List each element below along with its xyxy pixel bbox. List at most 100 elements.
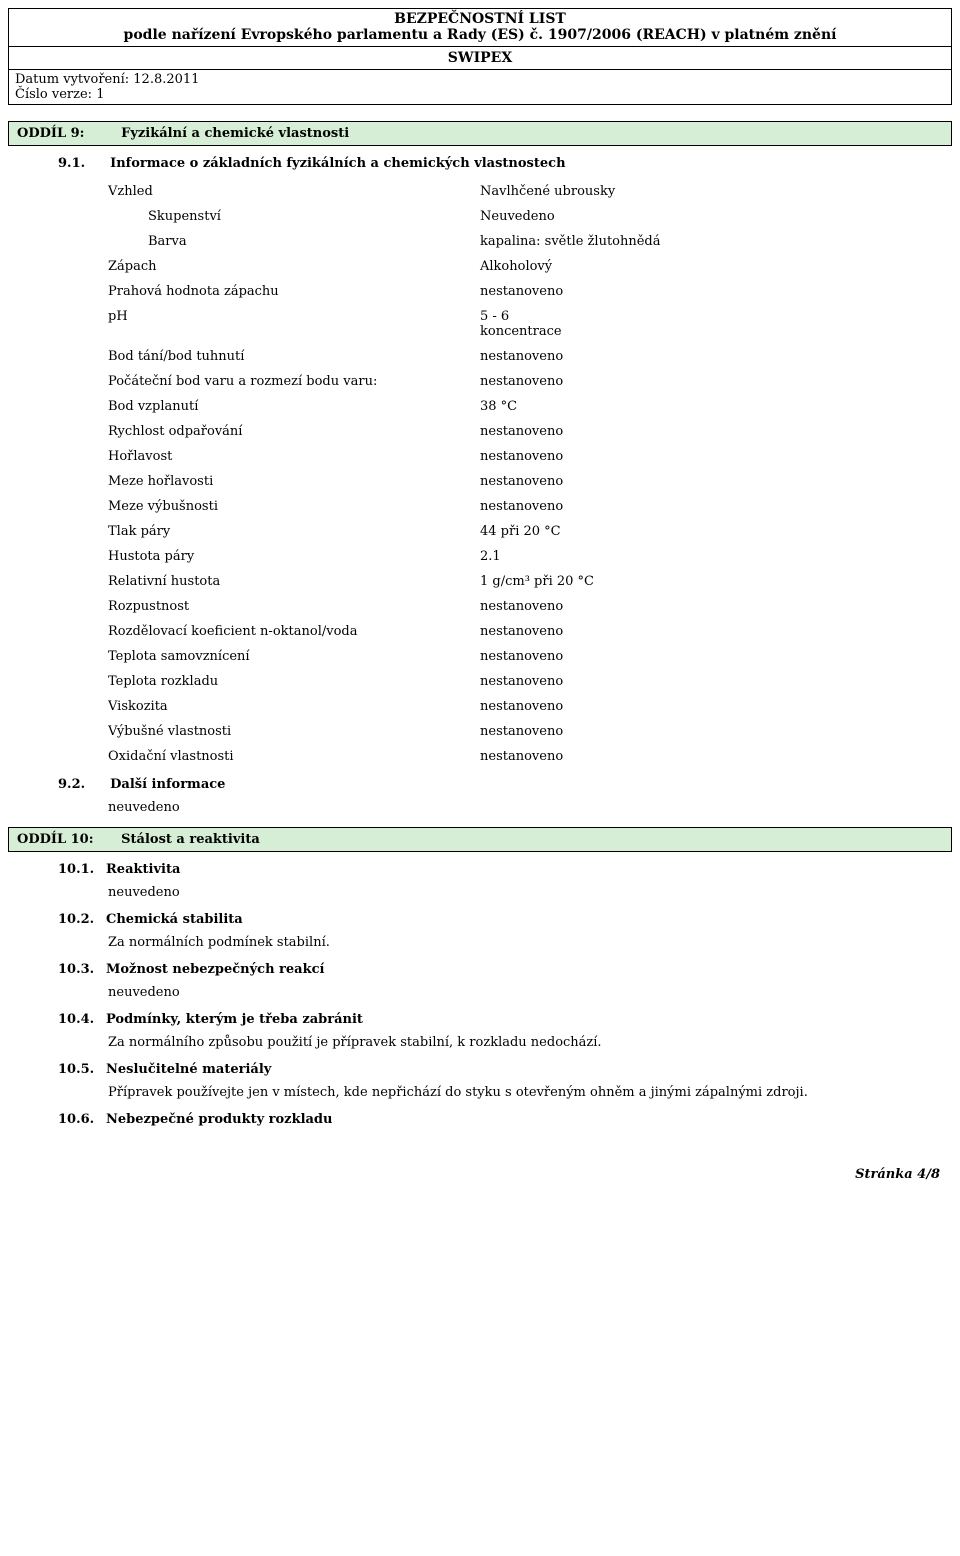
section-10-sub-body: Za normálních podmínek stabilní. <box>108 935 952 950</box>
property-key: Bod vzplanutí <box>8 399 480 414</box>
section-10-sub-num: 10.6. <box>58 1112 106 1127</box>
property-row: Bod tání/bod tuhnutínestanoveno <box>8 344 952 369</box>
property-key: Barva <box>8 234 480 249</box>
property-row: Meze výbušnostinestanoveno <box>8 494 952 519</box>
section-10-sub-row: 10.1.Reaktivita <box>58 862 952 877</box>
property-row: Rychlost odpařovánínestanoveno <box>8 419 952 444</box>
property-key: Meze hořlavosti <box>8 474 480 489</box>
section-10-header: ODDÍL 10: Stálost a reaktivita <box>8 827 952 852</box>
property-value: nestanoveno <box>480 724 952 739</box>
property-row: Viskozitanestanoveno <box>8 694 952 719</box>
property-row: pH5 - 6 koncentrace <box>8 304 952 344</box>
property-value: Navlhčené ubrousky <box>480 184 952 199</box>
section-10-sub-label: Reaktivita <box>106 862 180 877</box>
property-key: Skupenství <box>8 209 480 224</box>
section-10-sub-body: neuvedeno <box>108 885 952 900</box>
property-key: Hustota páry <box>8 549 480 564</box>
section-10-sub-label: Podmínky, kterým je třeba zabránit <box>106 1012 363 1027</box>
property-row: Oxidační vlastnostinestanoveno <box>8 744 952 769</box>
property-key: Zápach <box>8 259 480 274</box>
section-9-1-num: 9.1. <box>58 156 106 171</box>
property-row: Hustota páry2.1 <box>8 544 952 569</box>
section-10-sub-num: 10.4. <box>58 1012 106 1027</box>
section-10-sub-label: Chemická stabilita <box>106 912 243 927</box>
property-row: Teplota samovznícenínestanoveno <box>8 644 952 669</box>
property-key: Rychlost odpařování <box>8 424 480 439</box>
section-10-sub-body: neuvedeno <box>108 985 952 1000</box>
property-row: Hořlavostnestanoveno <box>8 444 952 469</box>
property-value: Alkoholový <box>480 259 952 274</box>
property-value: nestanoveno <box>480 674 952 689</box>
property-value: 38 °C <box>480 399 952 414</box>
property-value: nestanoveno <box>480 424 952 439</box>
property-value: 2.1 <box>480 549 952 564</box>
property-row: VzhledNavlhčené ubrousky <box>8 179 952 204</box>
property-row: Bod vzplanutí38 °C <box>8 394 952 419</box>
properties-table: VzhledNavlhčené ubrouskySkupenstvíNeuved… <box>8 179 952 769</box>
property-value: nestanoveno <box>480 284 952 299</box>
property-value: nestanoveno <box>480 649 952 664</box>
section-10-sub-row: 10.6.Nebezpečné produkty rozkladu <box>58 1112 952 1127</box>
property-key: Rozpustnost <box>8 599 480 614</box>
meta-created-label: Datum vytvoření: <box>15 72 129 87</box>
property-key: Bod tání/bod tuhnutí <box>8 349 480 364</box>
property-value: nestanoveno <box>480 699 952 714</box>
property-row: Meze hořlavostinestanoveno <box>8 469 952 494</box>
property-value: nestanoveno <box>480 749 952 764</box>
property-value: 5 - 6 koncentrace <box>480 309 952 339</box>
property-value: nestanoveno <box>480 349 952 364</box>
section-10-sub-num: 10.1. <box>58 862 106 877</box>
meta-version-label: Číslo verze: <box>15 87 92 102</box>
page-footer: Stránka 4/8 <box>8 1167 952 1182</box>
section-10-sub-num: 10.5. <box>58 1062 106 1077</box>
section-9-2-row: 9.2. Další informace <box>58 777 952 792</box>
section-10-sub-row: 10.4.Podmínky, kterým je třeba zabránit <box>58 1012 952 1027</box>
property-key: Hořlavost <box>8 449 480 464</box>
property-row: Relativní hustota1 g/cm³ při 20 °C <box>8 569 952 594</box>
property-key: Výbušné vlastnosti <box>8 724 480 739</box>
property-value: nestanoveno <box>480 449 952 464</box>
property-value: nestanoveno <box>480 499 952 514</box>
section-10-sub-body: Za normálního způsobu použití je příprav… <box>108 1035 952 1050</box>
property-key: Rozdělovací koeficient n-oktanol/voda <box>8 624 480 639</box>
header-line2: podle nařízení Evropského parlamentu a R… <box>9 27 951 47</box>
meta-created: Datum vytvoření: 12.8.2011 <box>15 72 945 87</box>
section-9-2-num: 9.2. <box>58 777 106 792</box>
section-9-2-label: Další informace <box>110 777 225 792</box>
property-key: Oxidační vlastnosti <box>8 749 480 764</box>
section-10-sub-row: 10.3.Možnost nebezpečných reakcí <box>58 962 952 977</box>
property-row: Počáteční bod varu a rozmezí bodu varu:n… <box>8 369 952 394</box>
property-key: Teplota samovznícení <box>8 649 480 664</box>
section-10-sub-body: Přípravek používejte jen v místech, kde … <box>108 1085 952 1100</box>
document-header: BEZPEČNOSTNÍ LIST podle nařízení Evropsk… <box>8 8 952 70</box>
section-10-sub-num: 10.2. <box>58 912 106 927</box>
property-key: pH <box>8 309 480 339</box>
property-value: kapalina: světle žlutohnědá <box>480 234 952 249</box>
property-key: Prahová hodnota zápachu <box>8 284 480 299</box>
property-value: nestanoveno <box>480 474 952 489</box>
section-9-title: Fyzikální a chemické vlastnosti <box>121 126 349 141</box>
section-10-sub-row: 10.2.Chemická stabilita <box>58 912 952 927</box>
section-10-sub-row: 10.5.Neslučitelné materiály <box>58 1062 952 1077</box>
property-key: Meze výbušnosti <box>8 499 480 514</box>
section-10-sub-label: Neslučitelné materiály <box>106 1062 271 1077</box>
property-row: ZápachAlkoholový <box>8 254 952 279</box>
meta-version: Číslo verze: 1 <box>15 87 945 102</box>
property-value: Neuvedeno <box>480 209 952 224</box>
section-9-1-row: 9.1. Informace o základních fyzikálních … <box>58 156 952 171</box>
property-row: Teplota rozkladunestanoveno <box>8 669 952 694</box>
meta-created-value: 12.8.2011 <box>133 72 199 87</box>
property-row: Výbušné vlastnostinestanoveno <box>8 719 952 744</box>
property-key: Počáteční bod varu a rozmezí bodu varu: <box>8 374 480 389</box>
section-9-header: ODDÍL 9: Fyzikální a chemické vlastnosti <box>8 121 952 146</box>
property-value: nestanoveno <box>480 599 952 614</box>
section-9-2-body: neuvedeno <box>108 800 952 815</box>
property-key: Viskozita <box>8 699 480 714</box>
header-title: SWIPEX <box>9 47 951 69</box>
section-10-sub-num: 10.3. <box>58 962 106 977</box>
section-10-sub-label: Nebezpečné produkty rozkladu <box>106 1112 332 1127</box>
property-row: SkupenstvíNeuvedeno <box>8 204 952 229</box>
section-10-id: ODDÍL 10: <box>17 832 117 847</box>
property-row: Prahová hodnota zápachunestanoveno <box>8 279 952 304</box>
section-9-1-label: Informace o základních fyzikálních a che… <box>110 156 565 171</box>
